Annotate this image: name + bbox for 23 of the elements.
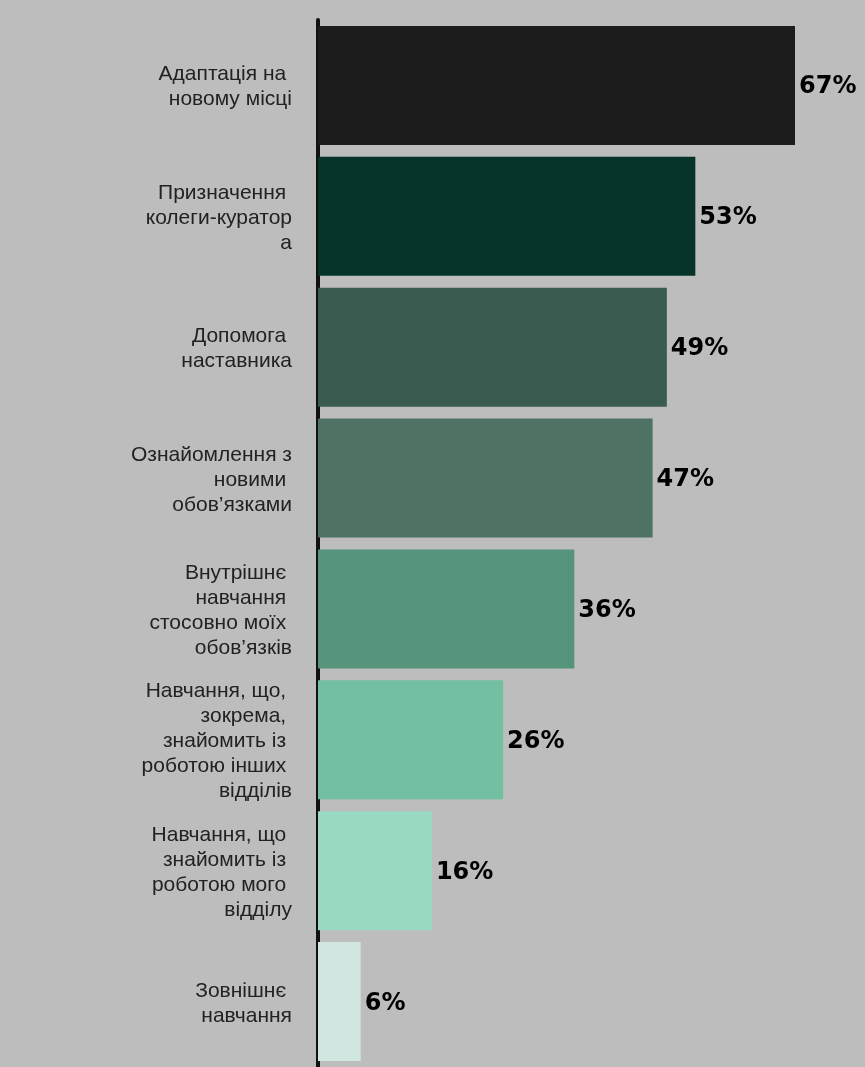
y-tick-label: Навчання, що знайомить із роботою мого відділу bbox=[151, 821, 293, 920]
bar bbox=[318, 418, 653, 538]
data-label: 36% bbox=[578, 594, 636, 623]
data-label: 16% bbox=[435, 856, 494, 885]
bar bbox=[318, 680, 504, 800]
y-tick-label: Ознайомлення з новими обов’язками bbox=[130, 441, 292, 515]
y-tick-label: Навчання, що, зокрема, знайомить із роботою інших відділів bbox=[141, 678, 292, 802]
y-tick-label: Призначення колеги-куратора bbox=[145, 179, 293, 253]
bar bbox=[318, 942, 361, 1062]
data-label: 26% bbox=[507, 725, 565, 754]
bar bbox=[318, 287, 667, 407]
data-label: 49% bbox=[670, 333, 729, 362]
y-tick-label: Допомога наставника bbox=[181, 323, 293, 372]
data-label: 67% bbox=[799, 71, 857, 100]
bar bbox=[318, 811, 432, 931]
data-label: 47% bbox=[656, 464, 715, 493]
y-tick-label: Внутрішнє навчання стосовно моїх обов’язків bbox=[149, 559, 292, 658]
data-label: 6% bbox=[364, 987, 406, 1016]
bar bbox=[318, 549, 575, 669]
y-tick-label: Зовнішнє навчання bbox=[195, 977, 292, 1026]
data-label: 53% bbox=[699, 202, 757, 231]
y-tick-label: Адаптація на новому місці bbox=[158, 61, 292, 110]
bar bbox=[318, 156, 696, 276]
